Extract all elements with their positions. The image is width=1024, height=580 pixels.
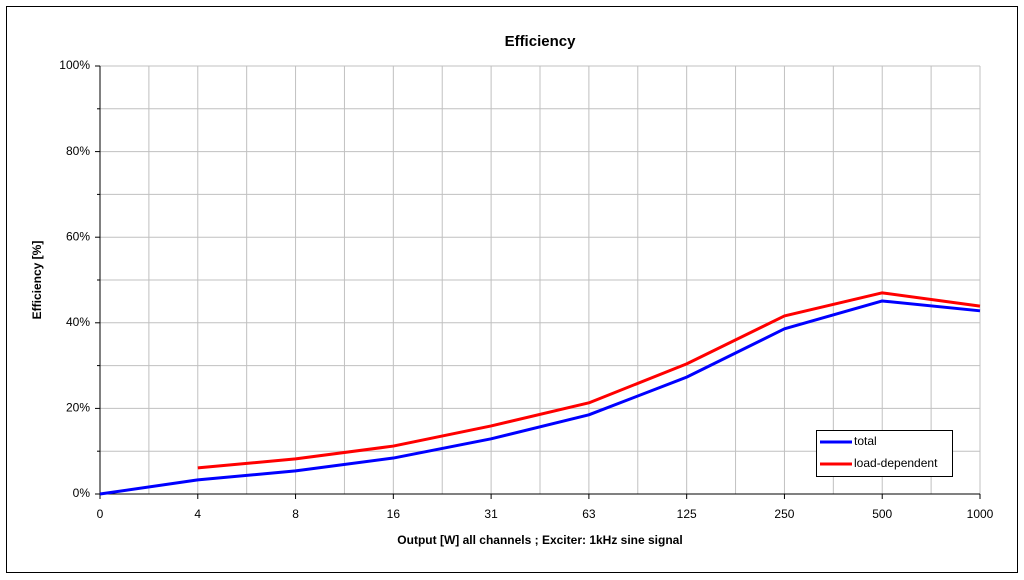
x-tick-label: 1000: [967, 507, 994, 521]
x-tick-label: 125: [677, 507, 697, 521]
legend-box: [816, 430, 953, 477]
y-tick-label: 20%: [66, 401, 90, 415]
x-tick-label: 4: [194, 507, 201, 521]
plot: [99, 291, 981, 496]
x-tick-label: 31: [484, 507, 498, 521]
x-tick-label: 16: [387, 507, 401, 521]
x-tick-label: 63: [582, 507, 596, 521]
y-tick-label: 0%: [73, 486, 91, 500]
grid: 0 4 8 16 31 63 125 250 500 1000 0% 20% 40% 60% 80% 100%: [59, 58, 993, 521]
x-tick-label: 0: [97, 507, 104, 521]
x-tick-label: 8: [292, 507, 299, 521]
y-tick-label: 100%: [59, 58, 90, 72]
legend-label: load-dependent: [854, 456, 938, 470]
chart-frame: [6, 6, 1018, 573]
legend: total load-dependent: [816, 430, 953, 477]
y-axis-title: Efficiency [%]: [30, 241, 44, 320]
y-tick-label: 60%: [66, 229, 90, 243]
chart-title: Efficiency: [505, 33, 577, 50]
x-tick-label: 250: [774, 507, 794, 521]
series-line: [197, 291, 981, 470]
legend-label: total: [854, 434, 877, 448]
y-tick-label: 40%: [66, 315, 90, 329]
x-axis-title: Output [W] all channels ; Exciter: 1kHz …: [397, 533, 682, 547]
y-tick-label: 80%: [66, 144, 90, 158]
x-tick-label: 500: [872, 507, 892, 521]
series-line: [99, 299, 981, 496]
